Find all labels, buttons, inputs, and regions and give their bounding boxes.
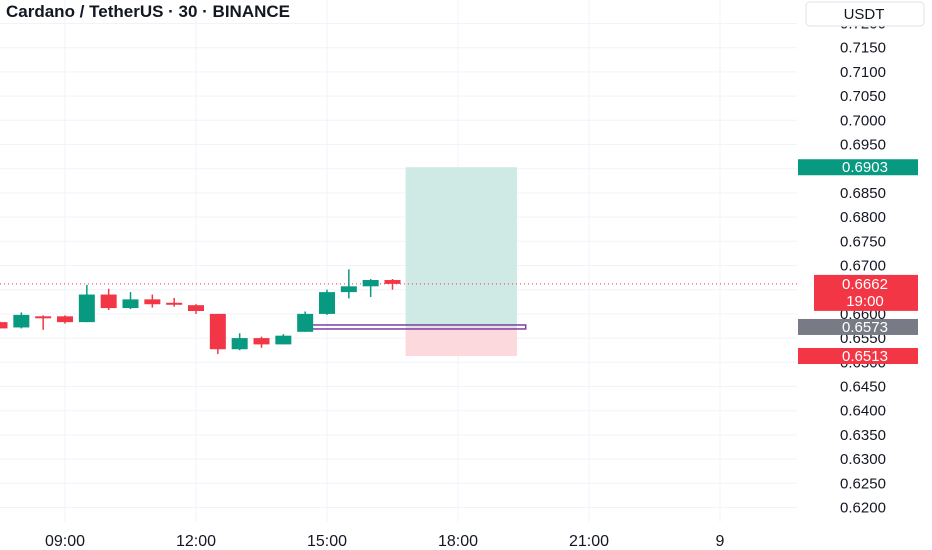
candle-body xyxy=(275,335,292,345)
y-tick-label: 0.6250 xyxy=(840,475,886,492)
candle-body xyxy=(231,338,248,350)
y-tick-label: 0.6200 xyxy=(840,500,886,517)
price-axis[interactable]: 0.6200 0.6250 0.6300 0.6350 0.6400 0.6450 0.65… xyxy=(840,16,886,517)
candle-body xyxy=(78,294,95,323)
x-tick-label: 9 xyxy=(716,533,725,550)
price-tag-box xyxy=(798,348,918,365)
candle xyxy=(166,297,183,307)
y-tick-label: 0.6800 xyxy=(840,209,886,226)
price-tag-label: 0.6662 xyxy=(842,276,888,293)
price-tag-label: 0.6903 xyxy=(842,159,888,176)
y-tick-label: 0.7100 xyxy=(840,64,886,81)
x-tick-label: 15:00 xyxy=(307,533,347,550)
y-tick-label: 0.6750 xyxy=(840,233,886,250)
price-tag-box xyxy=(798,159,918,176)
candle xyxy=(231,333,248,351)
candle xyxy=(188,304,204,314)
loss-zone[interactable] xyxy=(405,326,517,357)
countdown-label: 19:00 xyxy=(846,293,884,310)
candle-body xyxy=(188,305,204,311)
candle-body xyxy=(35,316,52,319)
candle-body xyxy=(100,294,117,309)
candle-body xyxy=(362,280,379,287)
candle-body xyxy=(166,302,183,305)
candle xyxy=(384,279,401,290)
candle xyxy=(35,315,52,330)
candles xyxy=(0,269,401,355)
candle-body xyxy=(209,313,226,350)
x-tick-label: 18:00 xyxy=(438,533,478,550)
y-tick-label: 0.6350 xyxy=(840,427,886,444)
price-tag-box xyxy=(814,274,918,311)
candle-body xyxy=(57,316,73,323)
position-tool[interactable] xyxy=(310,167,527,357)
candle xyxy=(319,289,335,315)
candle-body xyxy=(144,299,161,305)
candle-body xyxy=(340,286,357,293)
grid xyxy=(0,0,797,522)
y-tick-label: 0.6300 xyxy=(840,451,886,468)
candle-body xyxy=(253,338,270,345)
price-tag-entry: 0.6573 xyxy=(798,318,918,336)
price-tag-label: 0.6573 xyxy=(842,319,888,336)
price-tag-box xyxy=(798,318,918,335)
price-tag-label: 0.6513 xyxy=(842,348,888,365)
y-tick-label: 0.6400 xyxy=(840,403,886,420)
currency-selector[interactable]: USDT xyxy=(805,1,925,27)
candle xyxy=(122,292,139,310)
y-tick-label: 0.6450 xyxy=(840,379,886,396)
y-tick-label: 0.6950 xyxy=(840,137,886,154)
candle xyxy=(57,315,73,324)
x-tick-label: 12:00 xyxy=(176,533,216,550)
y-tick-label: 0.7000 xyxy=(840,112,886,129)
candle xyxy=(100,288,117,311)
x-tick-label: 21:00 xyxy=(569,533,609,550)
candle xyxy=(253,336,270,348)
candle-body xyxy=(319,292,335,314)
price-tag-target: 0.6903 xyxy=(798,159,918,176)
candle xyxy=(297,311,314,332)
y-tick-label: 0.7050 xyxy=(840,88,886,105)
price-tag-stop: 0.6513 xyxy=(798,348,918,365)
y-tick-label: 0.6700 xyxy=(840,258,886,275)
candle-body xyxy=(0,322,8,329)
candle-body xyxy=(297,313,314,332)
time-axis[interactable]: 09:00 12:00 15:00 18:00 21:00 9 xyxy=(45,533,725,550)
candle xyxy=(13,312,30,329)
x-tick-label: 09:00 xyxy=(45,533,85,550)
candle-body xyxy=(13,314,30,328)
currency-label: USDT xyxy=(844,6,885,23)
profit-zone[interactable] xyxy=(405,167,517,327)
candle-body xyxy=(384,280,401,284)
y-tick-label: 0.6850 xyxy=(840,185,886,202)
candle xyxy=(0,321,8,329)
candle xyxy=(144,294,161,308)
candle xyxy=(340,269,357,299)
candle-body xyxy=(122,299,139,309)
y-tick-label: 0.7150 xyxy=(840,40,886,57)
candle xyxy=(275,334,292,345)
candle xyxy=(362,279,379,297)
candle xyxy=(78,284,95,323)
candle xyxy=(209,313,226,355)
chart-title: Cardano / TetherUS · 30 · BINANCE xyxy=(6,2,290,21)
